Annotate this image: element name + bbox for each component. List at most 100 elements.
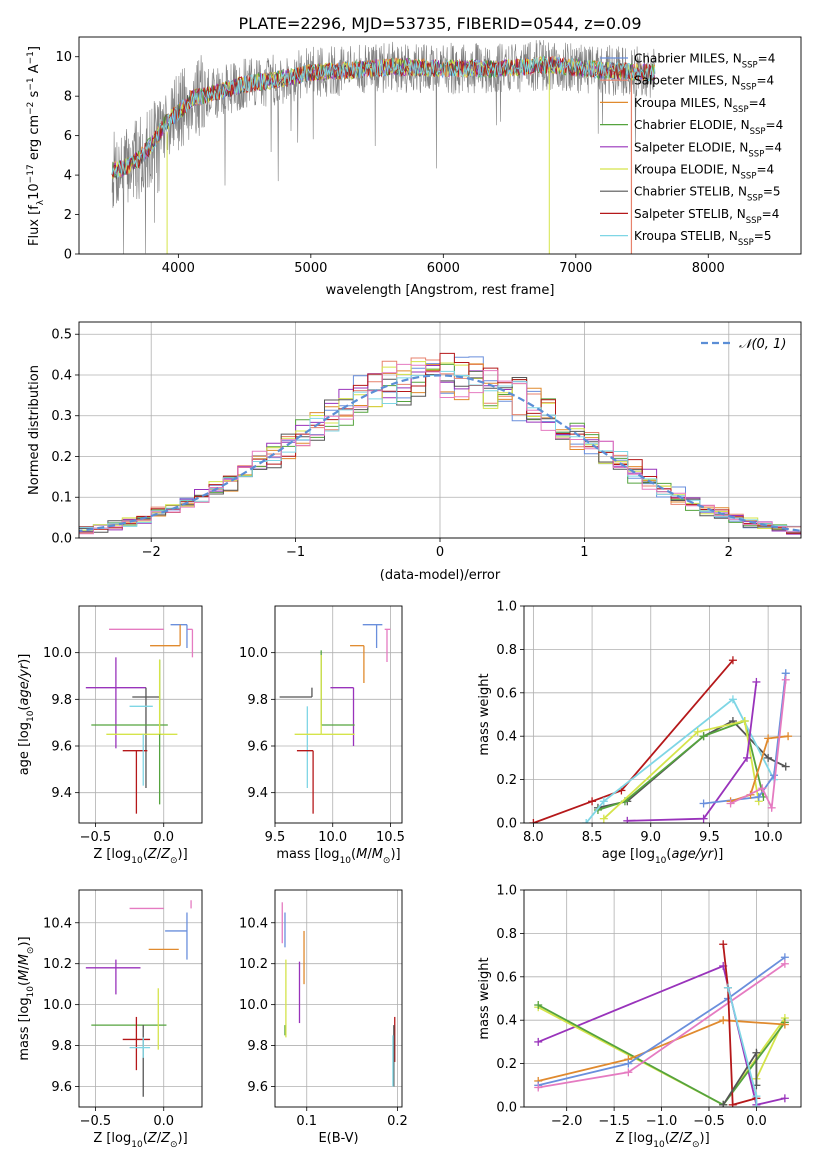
y-tick-label: 10.0 (239, 998, 268, 1013)
label-part: −17 (26, 164, 36, 183)
errorbar-point (85, 657, 146, 749)
grid (79, 606, 202, 823)
x-tick-label: 0 (436, 545, 444, 560)
y-tick-label: 9.4 (247, 786, 268, 801)
y-tick-label: 0.3 (51, 409, 72, 424)
x-tick-label: 4000 (162, 261, 195, 276)
plus-marker (767, 803, 776, 812)
plot-area (111, 40, 656, 254)
label-part: ⊙ (170, 856, 178, 866)
y-tick-label: 0.6 (496, 970, 517, 985)
label-part: ] (27, 46, 42, 51)
axes-frame (274, 889, 403, 1108)
errorbar-point (132, 687, 160, 788)
plus-marker (693, 727, 702, 736)
label-part: Z [log (93, 847, 131, 862)
plot-area (534, 940, 789, 1107)
plus-marker (699, 732, 708, 741)
label-part: age [log (17, 722, 32, 775)
plus-marker (781, 675, 790, 684)
legend-text: Chabrier MILES, N (634, 52, 742, 66)
legend-tail: =4 (764, 140, 782, 154)
x-tick-label: −2.0 (551, 1114, 583, 1129)
label-part: Z (147, 1131, 158, 1146)
x-axis-label: mass [log10(M/M⊙)] (276, 847, 400, 866)
y-tick-label: 1.0 (496, 600, 517, 615)
y-tick-label: 0 (64, 248, 72, 263)
y-axis-label: Normed distribution (27, 365, 42, 495)
legend-text: Salpeter ELODIE, N (634, 140, 748, 154)
plus-marker (740, 717, 749, 726)
label-part: ( (143, 1131, 148, 1146)
x-tick-label: 8.0 (523, 830, 544, 845)
frame: 4000 5000 6000 7000 8000 0 2 4 6 8 10 (55, 36, 802, 276)
label-part: ( (143, 847, 148, 862)
y-tick-label: 10.0 (43, 646, 72, 661)
legend-sub: SSP (746, 216, 762, 226)
y-tick-label: 0.2 (51, 450, 72, 465)
label-part: 10 (653, 1140, 665, 1150)
frame: 0.1 0.2 9.6 9.8 10.0 10.2 10.4 (239, 889, 408, 1129)
x-tick-label: 0.0 (153, 830, 174, 845)
plot-area (281, 902, 396, 1087)
label-part: ⊙ (692, 1140, 700, 1150)
x-axis-label: Z [log10(Z/Z⊙)] (615, 1131, 709, 1150)
legend-entry: Kroupa ELODIE, NSSP=4 (634, 163, 774, 182)
legend-entry: Chabrier MILES, NSSP=4 (634, 52, 775, 71)
axes-frame (78, 889, 203, 1108)
legend-entry: Salpeter STELIB, NSSP=4 (634, 207, 779, 226)
label-part: 10 (131, 856, 143, 866)
label-part: 10 (655, 856, 667, 866)
y-tick-label: 4 (64, 169, 72, 184)
x-tick-label: 5000 (294, 261, 327, 276)
weight-line-salpeter_stelib (722, 944, 757, 1106)
plus-marker (719, 940, 728, 949)
errorbar-point (122, 1016, 151, 1071)
plus-marker (770, 771, 779, 780)
errorbar-point (150, 624, 181, 647)
weight-line-kroupa_elodie (537, 1006, 786, 1106)
y-tick-label: 10.2 (239, 957, 268, 972)
legend-tail: =4 (756, 163, 774, 177)
axes-frame (274, 605, 403, 824)
x-axis-label: (data-model)/error (380, 568, 501, 583)
plus-marker (743, 753, 752, 762)
plus-marker (529, 819, 538, 823)
x-tick-label: −0.5 (80, 830, 112, 845)
x-axis-label: wavelength [Angstrom, rest frame] (326, 283, 555, 298)
plus-marker (752, 1092, 761, 1101)
y-tick-label: 8 (64, 90, 72, 105)
label-part: ⊙ (383, 856, 391, 866)
label-part: / (157, 1131, 162, 1146)
errorbar-point (362, 624, 383, 648)
errorbar-point (296, 750, 314, 814)
legend-text: Chabrier STELIB, N (634, 185, 747, 199)
label-part: −2 (26, 102, 36, 115)
label-part: ( (17, 706, 32, 711)
legend-sub: SSP (741, 83, 757, 93)
label-part: ( (351, 847, 356, 862)
y-axis-label: mass weight (477, 673, 492, 755)
legend-tail: =4 (766, 118, 784, 132)
frame: −0.5 0.0 9.4 9.6 9.8 10.0 (43, 605, 203, 845)
plot-area (85, 900, 192, 1097)
plus-marker (780, 959, 789, 968)
label-part: age/yr (17, 662, 32, 705)
legend-entry: Salpeter ELODIE, NSSP=4 (634, 140, 782, 159)
label-part: Z (682, 1131, 693, 1146)
y-tick-label: 9.4 (51, 786, 72, 801)
plus-marker (784, 732, 793, 741)
label-part: ( (17, 981, 32, 986)
errorbar-point (320, 655, 355, 735)
y-tick-label: 1.0 (496, 884, 517, 899)
y-tick-label: 0.8 (496, 643, 517, 658)
axes-residuals: −2 −1 0 1 2 0.0 0.1 0.2 0.3 0.4 0.5 𝒩(0, 1) (data-mo… (27, 321, 802, 583)
errorbar-point (330, 687, 355, 746)
axes-frame (523, 889, 802, 1108)
plus-marker (719, 1100, 728, 1107)
y-tick-label: 0.8 (496, 927, 517, 942)
plus-marker (752, 1103, 761, 1107)
label-part: / (17, 965, 32, 970)
label-part: ⊙ (26, 947, 36, 955)
x-tick-label: 7000 (559, 261, 592, 276)
